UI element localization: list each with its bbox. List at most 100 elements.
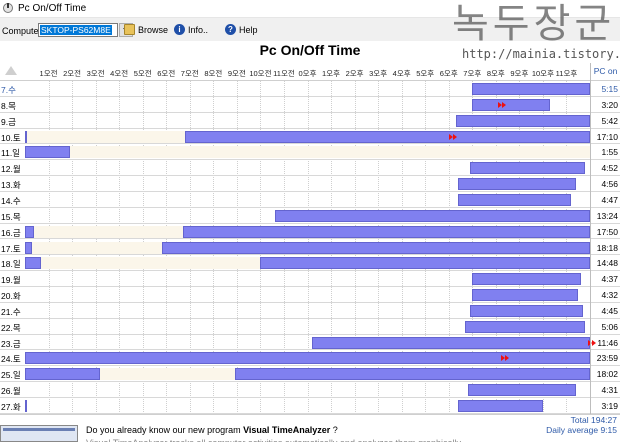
event-marker-icon xyxy=(498,100,508,108)
pc-on-bar[interactable] xyxy=(458,193,572,206)
day-row[interactable]: 8.목 3:20 xyxy=(0,97,620,113)
computer-select[interactable]: SKTOP-PS62M8E xyxy=(38,23,118,37)
idle-span xyxy=(27,130,186,143)
hour-label: 6오전 xyxy=(157,69,176,78)
pc-on-bar[interactable] xyxy=(161,241,590,254)
day-row[interactable]: 15.목 13:24 xyxy=(0,208,620,224)
day-row[interactable]: 17.토 18:18 xyxy=(0,240,620,256)
hour-label: 2오전 xyxy=(63,69,82,78)
help-button[interactable]: ? Help xyxy=(225,24,258,36)
day-row[interactable]: 22.목 5:06 xyxy=(0,319,620,335)
day-row[interactable]: 21.수 4:45 xyxy=(0,303,620,319)
hour-label: 2오후 xyxy=(345,69,364,78)
pc-on-bar[interactable] xyxy=(472,83,590,95)
pc-on-bar[interactable] xyxy=(25,257,42,270)
day-duration: 4:31 xyxy=(601,385,618,396)
pc-on-bar[interactable] xyxy=(25,146,70,159)
day-row[interactable]: 10.토 17:10 xyxy=(0,129,620,145)
day-row[interactable]: 13.화 4:56 xyxy=(0,176,620,192)
pc-on-bar[interactable] xyxy=(472,98,550,111)
day-duration: 4:32 xyxy=(601,290,618,301)
day-row[interactable]: 20.화 4:32 xyxy=(0,287,620,303)
scroll-up-arrow-icon[interactable] xyxy=(5,66,17,75)
day-row[interactable]: 23.금 11:46 xyxy=(0,335,620,351)
pc-on-bar[interactable] xyxy=(182,225,590,238)
pc-on-bar[interactable] xyxy=(25,352,590,365)
pc-on-bar[interactable] xyxy=(312,336,590,349)
chart-title: Pc On/Off Time xyxy=(259,42,361,58)
idle-span xyxy=(41,257,261,270)
idle-span xyxy=(69,146,590,159)
hour-label: 1오후 xyxy=(322,69,341,78)
hour-label: 6오후 xyxy=(439,69,458,78)
duration-header: PC on xyxy=(593,66,618,76)
hour-label: 8오전 xyxy=(204,69,223,78)
pc-on-bar[interactable] xyxy=(25,225,35,238)
toolbar: Computer SKTOP-PS62M8E Browse i Info.. ?… xyxy=(0,18,620,41)
pc-on-bar[interactable] xyxy=(472,289,579,302)
pc-on-bar[interactable] xyxy=(185,130,590,143)
info-button[interactable]: i Info.. xyxy=(174,24,214,36)
promo-thumbnail[interactable] xyxy=(0,425,78,442)
watermark-url: http://mainia.tistory.com xyxy=(462,47,620,61)
browse-label: Browse xyxy=(138,25,169,35)
pc-on-bar[interactable] xyxy=(274,209,590,222)
pc-on-bar[interactable] xyxy=(234,368,590,381)
pc-on-bar[interactable] xyxy=(467,384,576,397)
day-row[interactable]: 9.금 5:42 xyxy=(0,113,620,129)
idle-span xyxy=(34,225,183,238)
day-duration: 3:20 xyxy=(601,99,618,110)
pc-on-bar[interactable] xyxy=(25,241,33,254)
hour-label: 4오후 xyxy=(392,69,411,78)
folder-icon xyxy=(124,24,135,35)
pc-on-bar[interactable] xyxy=(469,162,586,175)
day-duration: 1:55 xyxy=(601,147,618,158)
hour-label: 10오후 xyxy=(531,69,554,78)
promo-second-line: Visual TimeAnalyzer tracks all computer … xyxy=(86,438,461,442)
total-summary: Total 194:27 xyxy=(571,415,617,425)
promo-text[interactable]: Do you already know our new program Visu… xyxy=(86,425,338,435)
day-label: 26.월 xyxy=(1,386,21,397)
hour-label: 5오전 xyxy=(133,69,152,78)
day-duration: 5:06 xyxy=(601,321,618,332)
day-row[interactable]: 14.수 4:47 xyxy=(0,192,620,208)
day-label: 24.토 xyxy=(1,354,21,365)
pc-on-bar[interactable] xyxy=(25,400,28,412)
hour-label: 7오전 xyxy=(180,69,199,78)
browse-button[interactable]: Browse xyxy=(124,24,168,36)
day-label: 25.일 xyxy=(1,370,21,381)
day-label: 27.화 xyxy=(1,402,21,412)
pc-on-bar[interactable] xyxy=(455,114,590,127)
pc-on-bar[interactable] xyxy=(25,368,101,381)
day-row[interactable]: 12.월 4:52 xyxy=(0,160,620,177)
day-row[interactable]: 27.화 3:19 xyxy=(0,398,620,414)
power-icon xyxy=(3,3,13,13)
pc-on-bar[interactable] xyxy=(458,178,576,191)
day-label: 8.목 xyxy=(1,100,16,111)
day-row[interactable]: 18.일 14:48 xyxy=(0,255,620,272)
pc-on-bar[interactable] xyxy=(260,257,590,270)
daily-average-value: 9:15 xyxy=(600,425,617,435)
pc-on-bar[interactable] xyxy=(458,400,543,412)
info-icon: i xyxy=(174,24,185,35)
duration-column-divider xyxy=(590,63,591,414)
day-row[interactable]: 11.일 1:55 xyxy=(0,144,620,161)
pc-on-bar[interactable] xyxy=(472,273,581,286)
hour-label: 4오전 xyxy=(110,69,129,78)
day-row[interactable]: 25.일 18:02 xyxy=(0,366,620,383)
day-row[interactable]: 26.월 4:31 xyxy=(0,382,620,398)
event-marker-icon xyxy=(587,338,598,346)
pc-on-bar[interactable] xyxy=(25,130,28,143)
hour-label: 5오후 xyxy=(416,69,435,78)
pc-on-bar[interactable] xyxy=(465,320,586,333)
pc-on-bar[interactable] xyxy=(469,304,583,317)
day-row[interactable]: 7.수 5:15 xyxy=(0,81,620,97)
day-label: 20.화 xyxy=(1,291,21,302)
day-row[interactable]: 24.토 23:59 xyxy=(0,350,620,367)
window-title: Pc On/Off Time xyxy=(18,3,87,14)
day-duration: 14:48 xyxy=(596,258,618,269)
day-duration: 18:18 xyxy=(596,242,618,253)
day-label: 11.일 xyxy=(1,148,21,159)
day-row[interactable]: 19.월 4:37 xyxy=(0,271,620,288)
day-row[interactable]: 16.금 17:50 xyxy=(0,224,620,240)
